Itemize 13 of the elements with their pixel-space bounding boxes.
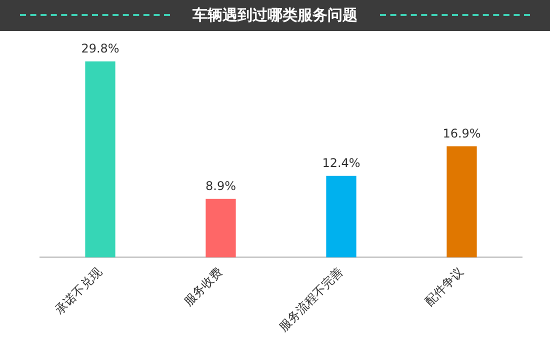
bar	[446, 146, 477, 258]
chart-title: 车辆遇到过哪类服务问题	[192, 6, 358, 24]
bar	[206, 198, 236, 258]
data-label: 8.9%	[206, 178, 236, 193]
bar	[85, 61, 116, 258]
bar	[326, 176, 356, 258]
x-tick-label: 承诺不兑现	[52, 264, 105, 318]
data-label: 29.8%	[81, 41, 120, 56]
x-tick-label: 服务流程不完善	[276, 264, 346, 334]
x-tick-label: 服务收费	[181, 264, 226, 309]
data-label: 16.9%	[442, 126, 481, 140]
data-label: 12.4%	[322, 156, 360, 170]
x-tick-label: 配件争议	[422, 264, 466, 309]
